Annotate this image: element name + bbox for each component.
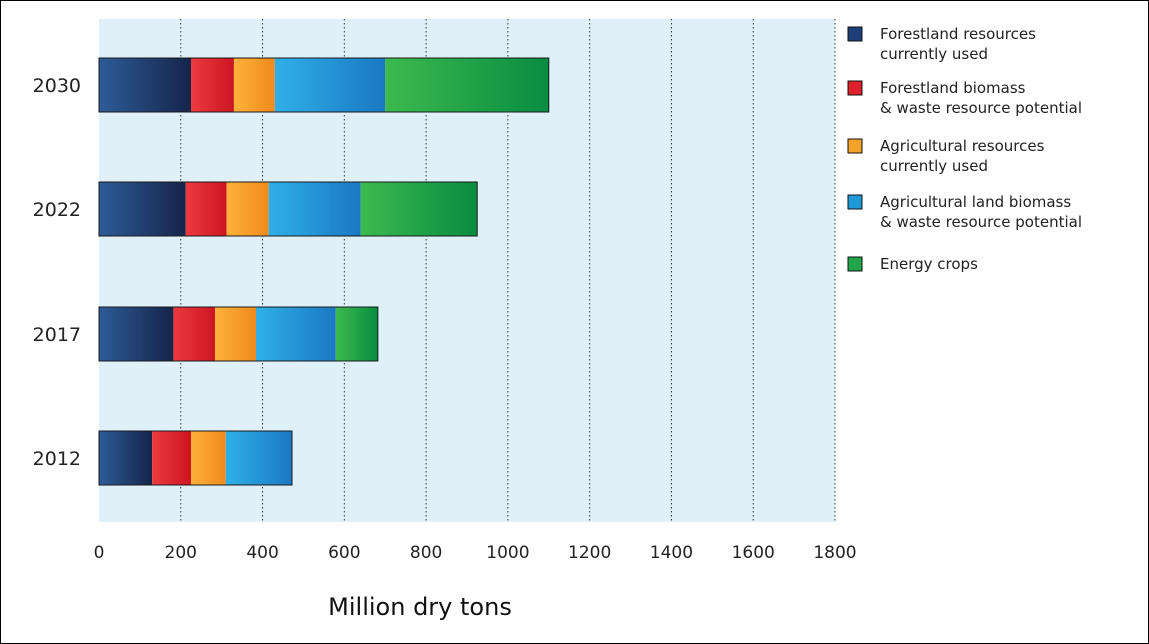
bar-outline-2012: [98, 430, 293, 486]
x-tick-label: 1800: [813, 543, 856, 563]
legend-label: Energy crops: [880, 255, 978, 273]
legend-label: & waste resource potential: [880, 213, 1082, 231]
x-tick-label: 1400: [650, 543, 693, 563]
legend-label: Forestland resources: [880, 25, 1036, 43]
x-tick-label: 800: [410, 543, 442, 563]
bar-segment-2017-s1: [173, 307, 216, 361]
bar-outline-2030: [98, 57, 550, 113]
x-tick-label: 200: [165, 543, 197, 563]
legend-swatch: [847, 80, 863, 96]
category-label: 2012: [33, 448, 81, 470]
legend-swatch: [847, 194, 863, 210]
legend-swatch: [847, 256, 863, 272]
legend-label: Agricultural resources: [880, 137, 1045, 155]
x-tick-label: 0: [94, 543, 105, 563]
legend: Forestland resources currently used Forest…: [847, 25, 1082, 273]
x-tick-label: 1000: [486, 543, 529, 563]
legend-label: Forestland biomass: [880, 79, 1026, 97]
category-label: 2017: [33, 324, 81, 346]
bar-segment-2022-s3: [268, 182, 361, 236]
bar-segment-2017-s0: [99, 307, 174, 361]
bar-segment-2030-s4: [385, 58, 549, 112]
legend-swatch: [847, 26, 863, 42]
bar-outline-2022: [98, 181, 478, 237]
bar-segment-2012-s3: [225, 431, 292, 485]
legend-label: currently used: [880, 157, 988, 175]
legend-label: & waste resource potential: [880, 99, 1082, 117]
bar-segment-2012-s0: [99, 431, 153, 485]
x-tick-label: 400: [246, 543, 278, 563]
bar-segment-2022-s0: [99, 182, 186, 236]
x-axis-title: Million dry tons: [328, 593, 512, 621]
bar-segment-2017-s4: [335, 307, 378, 361]
legend-label: currently used: [880, 45, 988, 63]
legend-label: Agricultural land biomass: [880, 193, 1071, 211]
category-label: 2030: [33, 75, 81, 97]
bar-segment-2030-s3: [274, 58, 386, 112]
bar-segment-2017-s3: [256, 307, 336, 361]
legend-swatch: [847, 138, 863, 154]
bars: [98, 57, 550, 486]
bar-segment-2022-s1: [185, 182, 227, 236]
x-tick-label: 1200: [568, 543, 611, 563]
x-tick-label: 600: [328, 543, 360, 563]
bar-segment-2022-s4: [360, 182, 478, 236]
bar-segment-2022-s2: [226, 182, 269, 236]
bar-segment-2030-s0: [99, 58, 191, 112]
x-tick-labels: 0 200 400 600 800 1000 1200 1400 1600 1800: [94, 543, 857, 563]
bar-segment-2012-s1: [152, 431, 191, 485]
bar-segment-2017-s2: [215, 307, 257, 361]
category-labels: 2030 2022 2017 2012: [33, 75, 81, 470]
bar-segment-2030-s2: [233, 58, 275, 112]
x-tick-label: 1600: [732, 543, 775, 563]
bar-segment-2030-s1: [191, 58, 234, 112]
bar-segment-2012-s2: [191, 431, 226, 485]
category-label: 2022: [33, 199, 81, 221]
bar-outline-2017: [98, 306, 379, 362]
